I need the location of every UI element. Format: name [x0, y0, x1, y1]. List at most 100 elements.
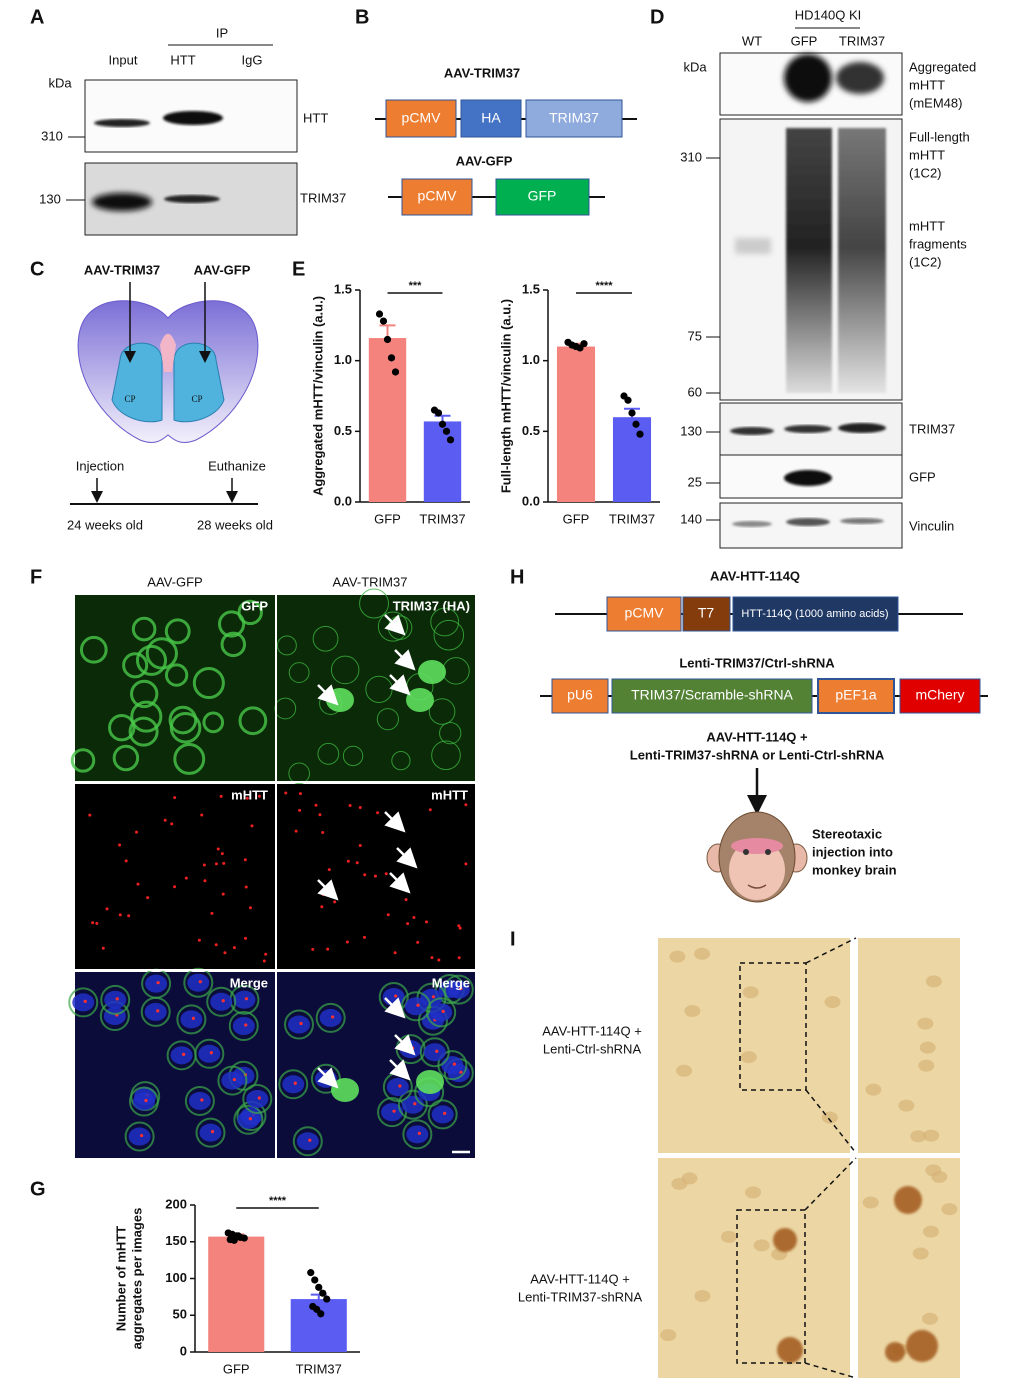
blot-label: Full-length [909, 129, 970, 144]
nucleus [72, 993, 95, 1012]
y-tick-label: 0.0 [522, 493, 540, 508]
cell [377, 611, 408, 642]
cell [206, 986, 237, 1017]
blot-label: mHTT [909, 77, 945, 92]
construct-name: AAV-TRIM37 [444, 65, 520, 80]
panel-f: F AAV-GFP AAV-TRIM37 GFP TRIM37 (HA) mHT… [30, 566, 475, 1158]
cell [100, 984, 131, 1015]
cell [79, 635, 108, 664]
y-tick-label: 100 [165, 1270, 187, 1285]
aggregate [464, 803, 468, 807]
inset-guide [805, 937, 857, 964]
brow [731, 838, 783, 854]
aggregate [210, 1130, 215, 1134]
cell [202, 711, 225, 734]
smear [838, 128, 886, 393]
blot-label: TRIM37 [300, 190, 346, 205]
labeled-cell [406, 688, 434, 712]
cell [426, 997, 457, 1028]
nucleus [386, 1078, 409, 1097]
cell [397, 1089, 428, 1120]
charts: 0.0 0.5 1.0 1.5 Aggregated mHTT/vinculin (a.… [113, 280, 660, 1376]
aggregate [358, 806, 362, 810]
nucleus [431, 1105, 454, 1124]
micrograph [858, 938, 960, 1153]
cell [402, 1119, 433, 1150]
cell [284, 1009, 315, 1040]
aggregate [321, 892, 325, 896]
aggregate [118, 913, 122, 917]
data-point [319, 1289, 327, 1297]
cell [176, 1004, 207, 1035]
blot-label: Vinculin [909, 518, 954, 533]
cell [330, 655, 360, 685]
arrow [317, 684, 339, 706]
cell [184, 1085, 215, 1116]
aggregate [182, 1052, 186, 1056]
data-point [446, 436, 455, 444]
marker-label: 310 [680, 149, 702, 164]
marker-label: 310 [41, 128, 63, 143]
panel-h: H AAV-HTT-114Q pCMV T7 HTT-114Q (1000 am… [510, 566, 988, 903]
aggregate [308, 1138, 312, 1142]
panel-letter: C [30, 258, 44, 280]
cell [68, 987, 99, 1018]
nucleus [282, 1075, 305, 1094]
panel-c: C CP CP AAV-TRIM37 AAV-GFP Injection Eut… [30, 258, 273, 532]
aggregate [294, 829, 298, 833]
aggregate [146, 896, 150, 900]
aggregate [392, 1109, 396, 1113]
kda-label: kDa [48, 75, 72, 90]
aggregate [223, 951, 227, 955]
nucleus [447, 980, 470, 999]
aggregate [124, 859, 128, 863]
aggregate [203, 879, 207, 883]
stained-cell [906, 1330, 938, 1362]
cell [862, 1196, 879, 1209]
band [836, 62, 884, 94]
aggregate [443, 1111, 447, 1116]
aggregate [209, 1051, 213, 1055]
element [611, 678, 813, 714]
aggregate [115, 997, 119, 1001]
aggregate [441, 1009, 445, 1013]
x-tick-label: GFP [223, 1361, 250, 1376]
mouth [747, 884, 767, 889]
cell [753, 1239, 770, 1252]
cell [130, 679, 159, 709]
aggregate [321, 830, 325, 834]
cell [312, 625, 339, 652]
labeled-cell [331, 1078, 359, 1102]
y-tick-label: 1.0 [522, 352, 540, 367]
x-tick-label: GFP [374, 511, 401, 526]
arrow [389, 674, 411, 696]
panel-b: B AAV-TRIM37 pCMV HA TRIM37 AAV-GFP pCMV… [355, 6, 637, 216]
aggregate [222, 861, 226, 865]
aggregate [284, 791, 288, 795]
blot-label: mHTT [909, 218, 945, 233]
element [385, 99, 457, 138]
injection-label: AAV-HTT-114Q + [706, 729, 808, 744]
nucleus [187, 973, 210, 992]
cell [292, 1126, 323, 1157]
nucleus [145, 974, 168, 993]
cell [128, 716, 159, 747]
arrow [384, 614, 406, 636]
aggregate [384, 872, 388, 876]
cell [865, 1083, 882, 1096]
y-tick-label: 1.5 [522, 281, 540, 296]
vector-label: AAV-GFP [194, 262, 251, 277]
aggregate [156, 1009, 160, 1013]
aggregate [293, 1081, 297, 1085]
cell [164, 663, 189, 687]
y-tick-label: 50 [173, 1307, 187, 1322]
aggregate [413, 1102, 417, 1106]
cell [310, 1063, 341, 1094]
aggregate [140, 1133, 144, 1138]
aggregate [243, 858, 247, 862]
element-label: TRIM37/Scramble-shRNA [631, 687, 793, 703]
aggregate [333, 900, 337, 904]
cell [183, 967, 214, 998]
band [840, 518, 884, 524]
cell [428, 698, 456, 725]
